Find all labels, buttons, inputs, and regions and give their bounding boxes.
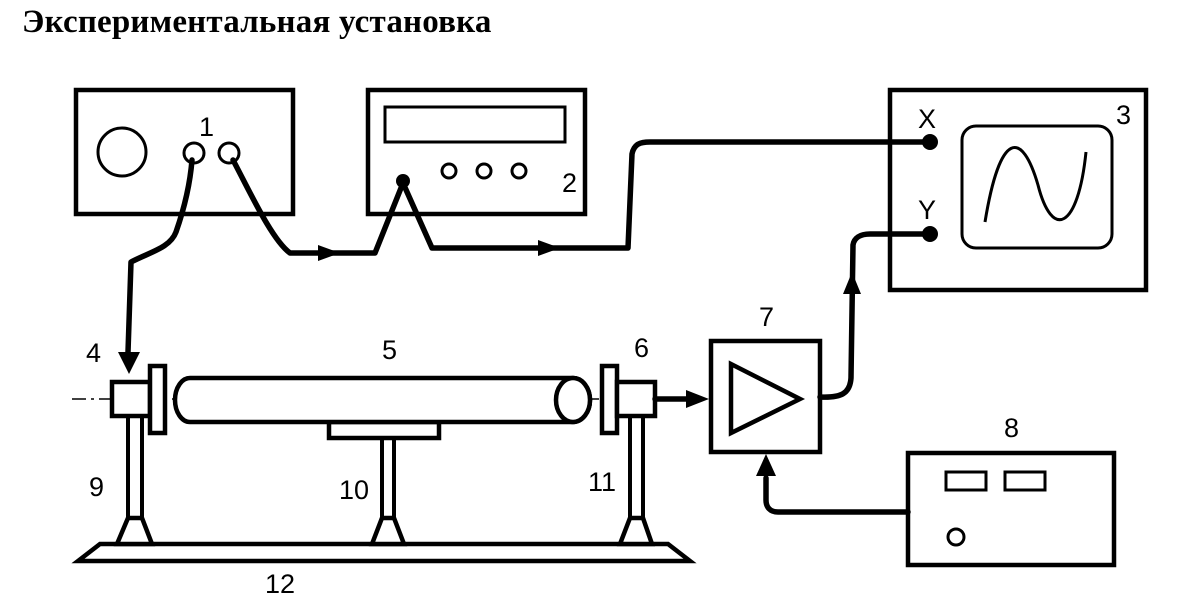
oscilloscope-waveform	[983, 146, 1088, 223]
label-power-supply: 8	[1004, 413, 1019, 443]
label-amplifier: 7	[759, 302, 774, 332]
meter-knob-2	[475, 162, 493, 180]
amplifier	[708, 338, 823, 455]
stand-left	[113, 416, 156, 547]
power-supply-display-1	[944, 470, 988, 492]
generator-dial	[96, 126, 148, 178]
arrow-to-emitter	[118, 352, 140, 374]
arrow-wire-2	[538, 240, 560, 256]
meter-input-terminal	[396, 174, 410, 188]
receiver	[599, 363, 658, 436]
meter-knob-1	[440, 162, 458, 180]
tube	[172, 375, 593, 425]
arrow-power-to-amplifier	[756, 454, 776, 476]
power-supply	[905, 450, 1117, 568]
label-stand-left: 9	[89, 472, 104, 502]
amplifier-triangle-icon	[728, 360, 806, 437]
emitter	[109, 363, 168, 436]
label-stand-middle: 10	[339, 475, 369, 505]
label-emitter: 4	[86, 338, 101, 368]
oscilloscope-screen	[960, 124, 1114, 250]
stand-right	[616, 416, 656, 547]
wire-generator-meter-x	[230, 139, 931, 256]
wire-generator-emitter	[125, 157, 195, 355]
wire-power-amplifier	[763, 475, 911, 515]
arrow-wire-1	[318, 245, 340, 261]
meter-display	[383, 105, 567, 144]
power-supply-knob	[946, 527, 966, 547]
label-oscilloscope-y: Y	[918, 195, 936, 225]
frequency-meter	[365, 87, 588, 217]
label-receiver: 6	[634, 333, 649, 363]
base-plate	[71, 541, 697, 564]
arrow-to-amplifier	[686, 390, 709, 408]
label-base: 12	[265, 569, 295, 599]
label-oscilloscope: 3	[1116, 100, 1131, 130]
arrow-to-oscilloscope-y	[843, 272, 861, 294]
label-meter: 2	[562, 168, 577, 198]
meter-knob-3	[510, 162, 528, 180]
wires	[118, 134, 938, 515]
page-title: Экспериментальная установка	[22, 4, 492, 40]
power-supply-display-2	[1003, 470, 1047, 492]
oscilloscope-x-terminal	[922, 134, 938, 150]
wire-amplifier-y	[817, 231, 931, 400]
generator-terminal-right	[217, 141, 241, 165]
oscilloscope	[887, 87, 1149, 293]
oscilloscope-y-terminal	[922, 226, 938, 242]
label-generator: 1	[199, 112, 214, 142]
label-stand-right: 11	[588, 467, 616, 497]
label-oscilloscope-x: X	[918, 104, 936, 134]
label-tube: 5	[382, 335, 397, 365]
